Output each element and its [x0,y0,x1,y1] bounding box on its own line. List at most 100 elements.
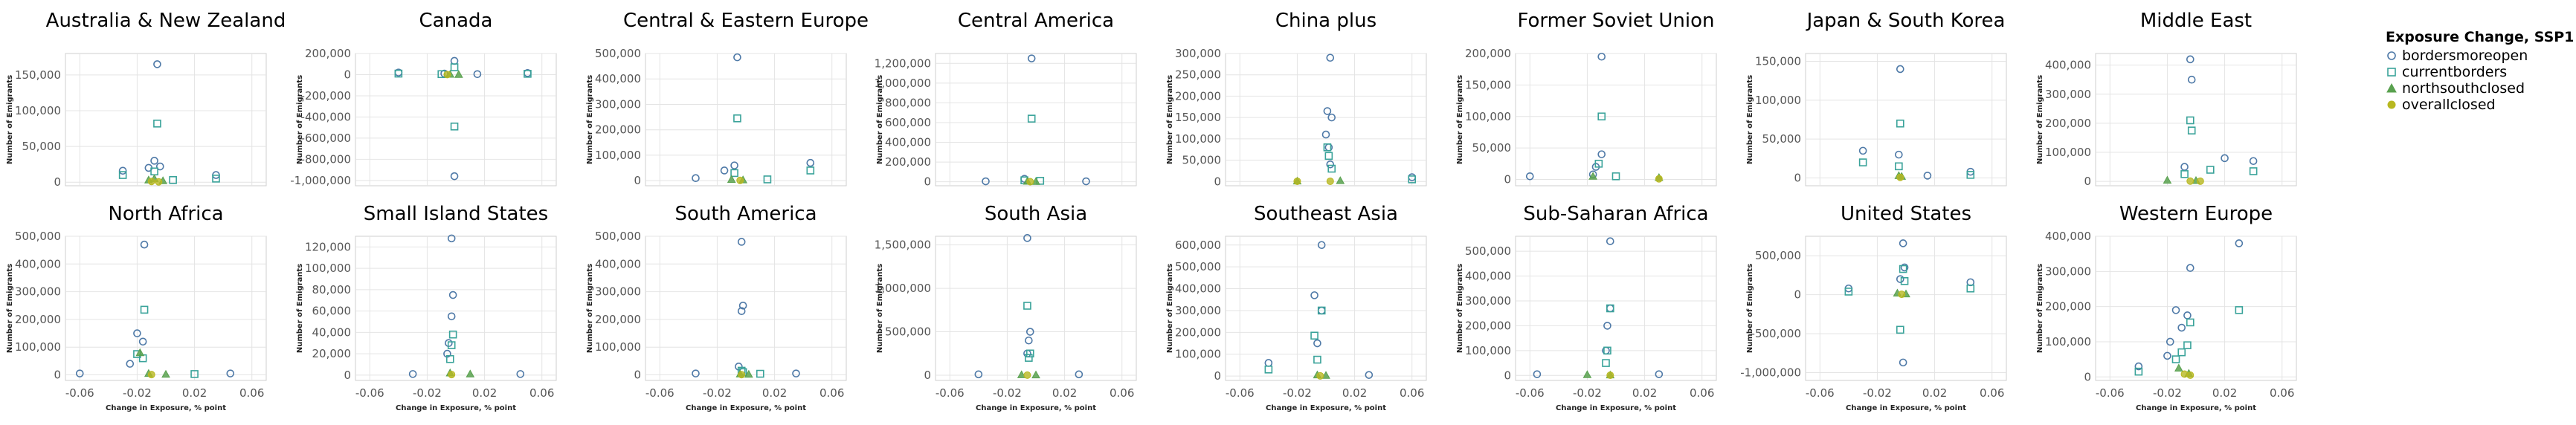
legend-label: currentborders [2402,64,2507,80]
plot-frame [1805,53,2007,186]
legend-label: bordersmoreopen [2402,48,2528,64]
y-axis-label: Number of Emigrants [876,264,884,353]
data-point-bordersmoreopen [730,161,738,169]
data-point-currentborders [1025,354,1033,362]
x-tick-label: -0.02 [703,386,732,400]
y-tick-label: 40,000 [312,325,352,339]
y-axis-label: Number of Emigrants [2036,75,2044,164]
y-axis-label: Number of Emigrants [586,264,594,353]
data-point-currentborders [1597,112,1606,121]
y-tick-label: 0 [634,174,641,187]
data-point-bordersmoreopen [1317,241,1326,250]
data-point-overallclosed [147,371,155,379]
y-tick-label: 200,000 [15,313,61,326]
data-point-bordersmoreopen [2166,337,2174,346]
y-axis-label: Number of Emigrants [6,75,14,164]
y-tick-label: 100,000 [1465,110,1511,123]
x-tick-label: 0.06 [1980,386,2004,400]
data-point-currentborders [1899,265,1907,273]
data-point-currentborders [212,175,220,183]
data-point-bordersmoreopen [1858,146,1867,155]
data-point-bordersmoreopen [1597,150,1606,158]
y-tick-label: 20,000 [312,347,352,360]
x-tick-label: 0.02 [1922,386,1947,400]
y-tick-label: 800,000 [885,96,931,109]
y-tick-label: 0 [1504,369,1511,382]
panel-title: Middle East [2140,10,2252,32]
data-point-currentborders [450,63,459,71]
panel-southeast-asia: Southeast Asia 0 100,000 200,000 300,000 400,… [1166,203,1427,412]
data-point-bordersmoreopen [1923,172,1932,180]
y-tick-label: 0 [924,175,931,189]
x-tick-label: 0.02 [762,386,787,400]
data-point-currentborders [2235,306,2244,314]
x-tick-label: -0.02 [1573,386,1602,400]
plot-frame [935,236,1137,381]
panel-title: Australia & New Zealand [46,10,286,32]
panel-title: Central America [958,10,1114,32]
data-point-currentborders [524,70,532,78]
y-tick-label: 120,000 [305,240,351,253]
data-point-currentborders [1264,366,1273,374]
data-point-overallclosed [738,371,746,379]
y-tick-label: 0 [1214,369,1221,383]
data-point-bordersmoreopen [1900,263,1909,272]
data-point-bordersmoreopen [1597,52,1606,61]
legend-item-currentborders: currentborders [2387,64,2507,80]
data-point-bordersmoreopen [1075,370,1083,379]
panel-central-america: Central America 0 200,000 400,000 600,000 800… [875,10,1137,189]
data-point-overallclosed [1026,178,1034,186]
x-tick-label: -0.02 [413,386,442,400]
data-point-northsouthclosed [466,369,475,377]
y-tick-label: 100,000 [15,340,61,354]
data-point-currentborders [1324,152,1333,160]
data-point-currentborders [445,354,454,363]
y-tick-label: 300,000 [2045,88,2091,101]
y-tick-label: 100,000 [1755,94,1801,107]
data-point-bordersmoreopen [1326,160,1335,169]
panel-title: South Asia [985,203,1087,225]
data-point-bordersmoreopen [450,172,459,181]
data-point-overallclosed [443,71,451,79]
x-tick-label: 0.02 [2212,386,2237,400]
y-tick-label: 150,000 [1465,78,1511,91]
data-point-bordersmoreopen [1365,371,1374,379]
plot-frame [645,53,847,186]
data-point-bordersmoreopen [738,301,747,310]
x-tick-label: 0.02 [1342,386,1367,400]
plot-frame [355,53,557,186]
data-point-bordersmoreopen [1525,172,1534,181]
y-tick-label: 80,000 [312,283,352,296]
data-point-currentborders [733,114,741,123]
data-point-bordersmoreopen [2186,264,2195,272]
data-point-bordersmoreopen [1323,107,1332,115]
legend-symbol [2386,82,2397,93]
y-tick-label: 100,000 [595,149,641,162]
y-tick-label: 200,000 [2045,117,2091,130]
data-point-currentborders [2177,348,2186,357]
data-point-currentborders [2249,167,2258,175]
y-tick-label: 0 [1794,172,1801,185]
plot-frame [2095,53,2297,186]
y-tick-label: 300,000 [595,285,641,299]
x-tick-label: 0.02 [1052,386,1077,400]
data-point-bordersmoreopen [1025,336,1033,345]
y-tick-label: 1,200,000 [875,56,931,70]
y-axis-label: Number of Emigrants [1166,264,1174,353]
panel-title: Sub-Saharan Africa [1523,203,1708,225]
y-tick-label: 200,000 [305,47,351,60]
y-tick-label: 200,000 [2045,300,2091,314]
data-point-overallclosed [1898,291,1906,299]
y-tick-label: 0 [54,369,61,382]
plot-frame [2095,236,2297,381]
data-point-currentborders [1027,114,1036,123]
y-tick-label: 300,000 [1465,294,1511,308]
y-tick-label: 400,000 [15,257,61,270]
data-point-currentborders [1966,284,1975,293]
plot-frame [1515,236,1717,381]
data-point-currentborders [2186,318,2195,327]
panel-title: China plus [1275,10,1376,32]
data-point-northsouthclosed [1031,370,1040,379]
x-axis-label: Change in Exposure, % point [1556,404,1676,412]
x-tick-label: -0.06 [2096,386,2125,400]
